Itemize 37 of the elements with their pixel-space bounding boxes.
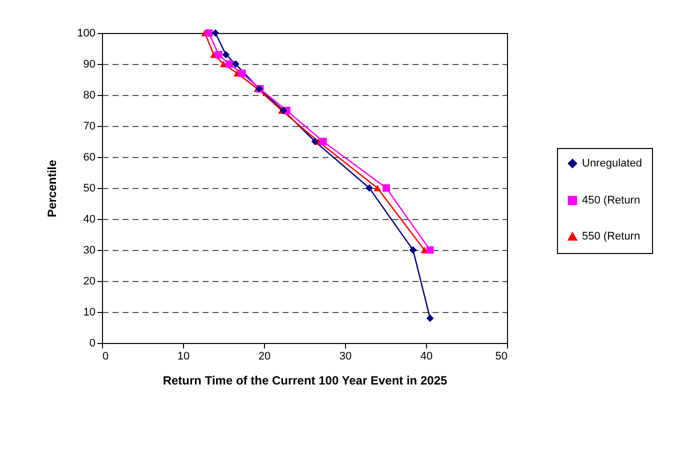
point bbox=[366, 184, 374, 192]
x-tick-label: 20 bbox=[258, 350, 271, 362]
point bbox=[426, 314, 434, 322]
x-tick-label: 0 bbox=[102, 350, 109, 362]
y-tick-label: 0 bbox=[89, 338, 96, 350]
point bbox=[225, 60, 233, 68]
point bbox=[374, 184, 382, 192]
point bbox=[409, 246, 417, 254]
point bbox=[232, 60, 240, 68]
point bbox=[222, 50, 230, 58]
legend-label: 550 (Return bbox=[582, 230, 640, 242]
y-tick-label: 50 bbox=[83, 182, 96, 194]
y-tick-label: 30 bbox=[83, 244, 96, 256]
x-tick-label: 10 bbox=[177, 350, 190, 362]
y-tick-label: 100 bbox=[77, 28, 96, 40]
y-tick-label: 60 bbox=[83, 152, 96, 164]
point bbox=[214, 50, 222, 58]
x-tick-label: 40 bbox=[420, 350, 433, 362]
point bbox=[212, 29, 220, 37]
point bbox=[311, 138, 319, 146]
point bbox=[238, 70, 246, 78]
x-axis-title: Return Time of the Current 100 Year Event in 2025 bbox=[162, 374, 448, 388]
y-tick-label: 90 bbox=[83, 58, 96, 70]
x-tick-label: 50 bbox=[495, 350, 508, 362]
y-tick-label: 70 bbox=[83, 120, 96, 132]
legend-label: 450 (Return bbox=[582, 194, 640, 206]
point bbox=[205, 29, 213, 37]
legend-label: Unregulated bbox=[582, 158, 642, 170]
point bbox=[426, 246, 434, 254]
y-axis-title: Percentile bbox=[45, 160, 60, 218]
point bbox=[319, 138, 327, 146]
y-tick-label: 80 bbox=[83, 90, 96, 102]
y-tick-label: 40 bbox=[83, 214, 96, 226]
y-tick-label: 10 bbox=[83, 306, 96, 318]
point bbox=[382, 184, 390, 192]
x-tick-label: 30 bbox=[339, 350, 352, 362]
y-tick-label: 20 bbox=[83, 276, 96, 288]
